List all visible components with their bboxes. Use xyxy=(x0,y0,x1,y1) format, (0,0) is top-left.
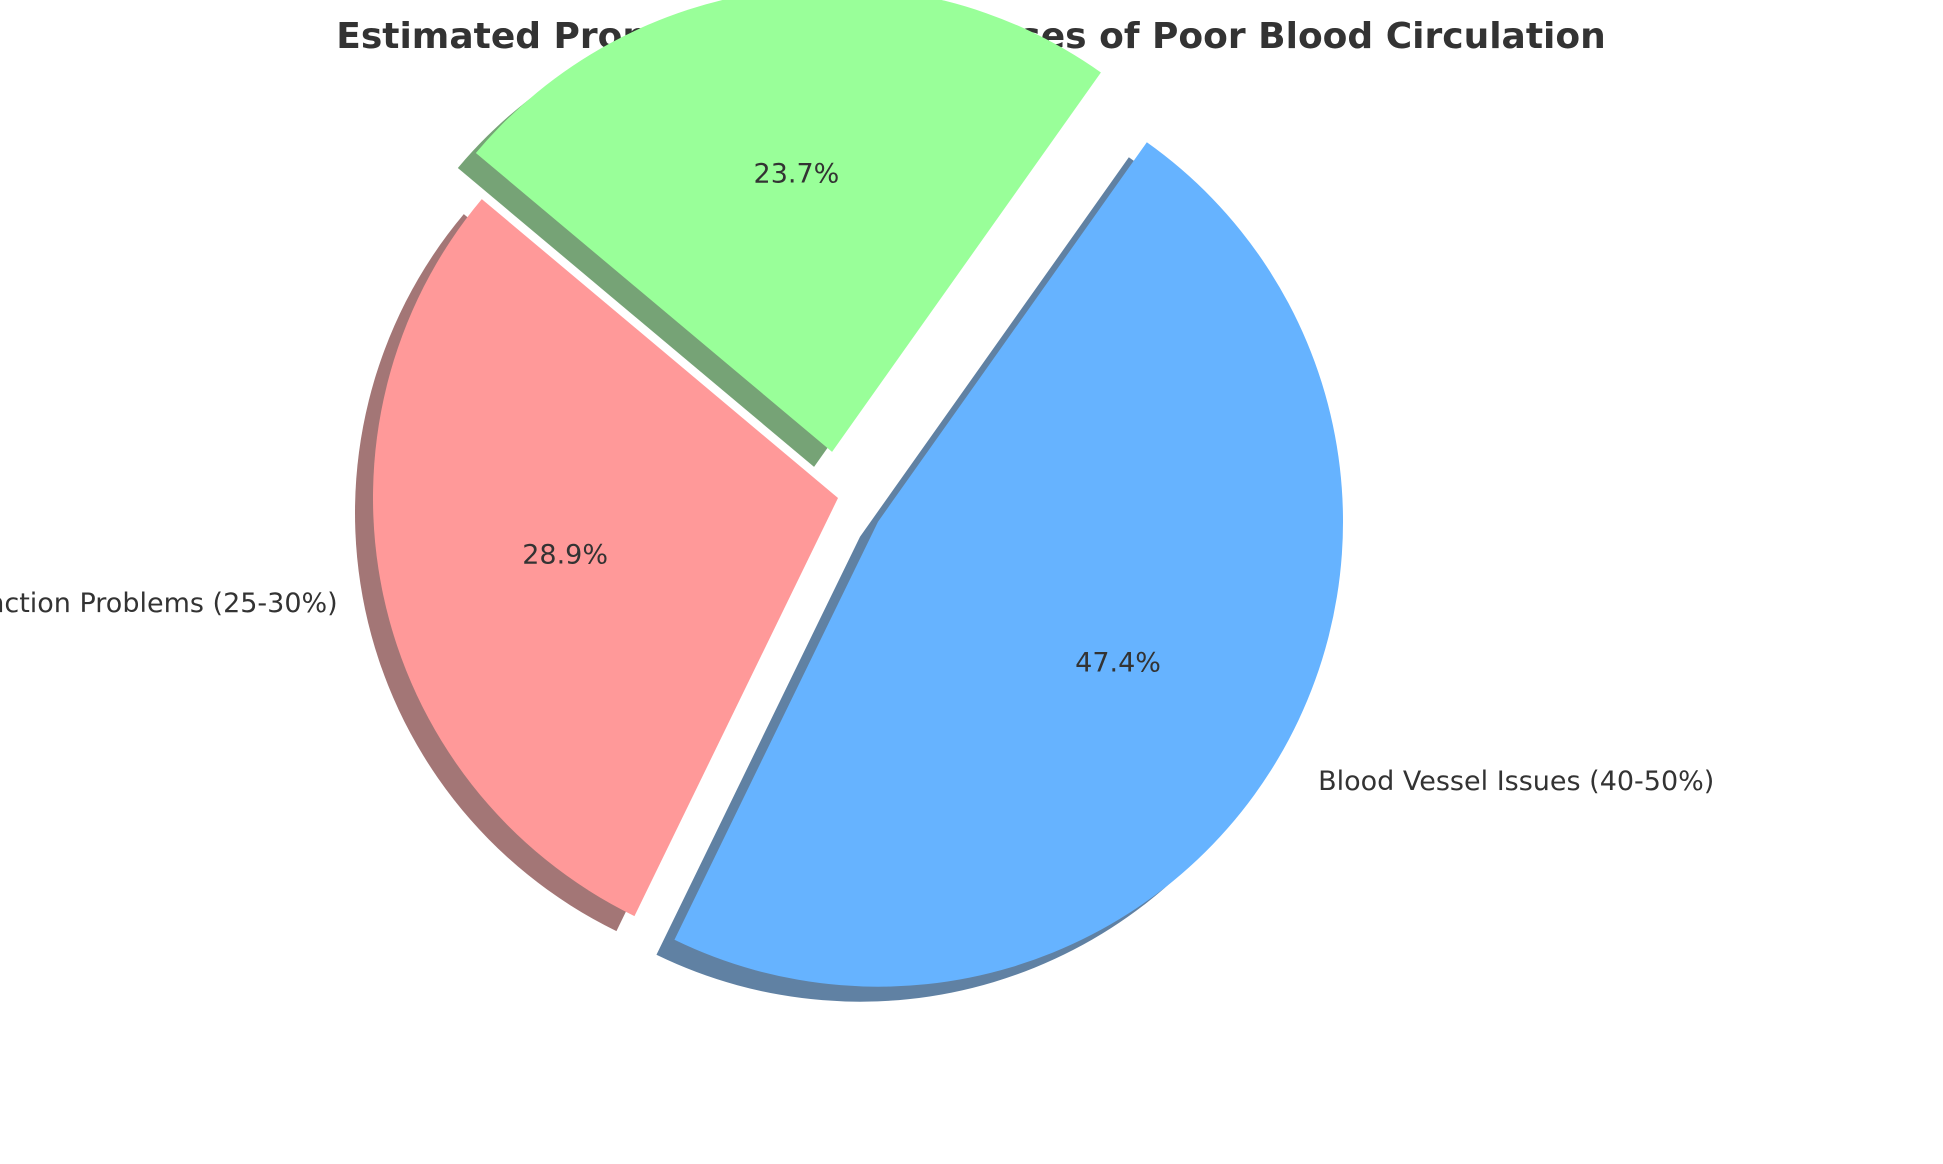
pie-slice-heart-function-problems xyxy=(373,199,838,917)
label-layer: Heart Function Problems (25-30%) 28.9% Blo… xyxy=(0,159,1714,797)
slice-percent-blood-abnormalities: 23.7% xyxy=(754,159,840,190)
slice-percent-blood-vessel-issues: 47.4% xyxy=(1075,647,1161,678)
slice-label-blood-vessel-issues: Blood Vessel Issues (40-50%) xyxy=(1318,766,1714,797)
pie-slice-blood-abnormalities xyxy=(475,0,1101,452)
slice-percent-heart-function-problems: 28.9% xyxy=(522,540,608,571)
slice-layer xyxy=(373,0,1344,987)
slice-label-heart-function-problems: Heart Function Problems (25-30%) xyxy=(0,588,338,619)
pie-slice-blood-vessel-issues xyxy=(674,142,1344,987)
